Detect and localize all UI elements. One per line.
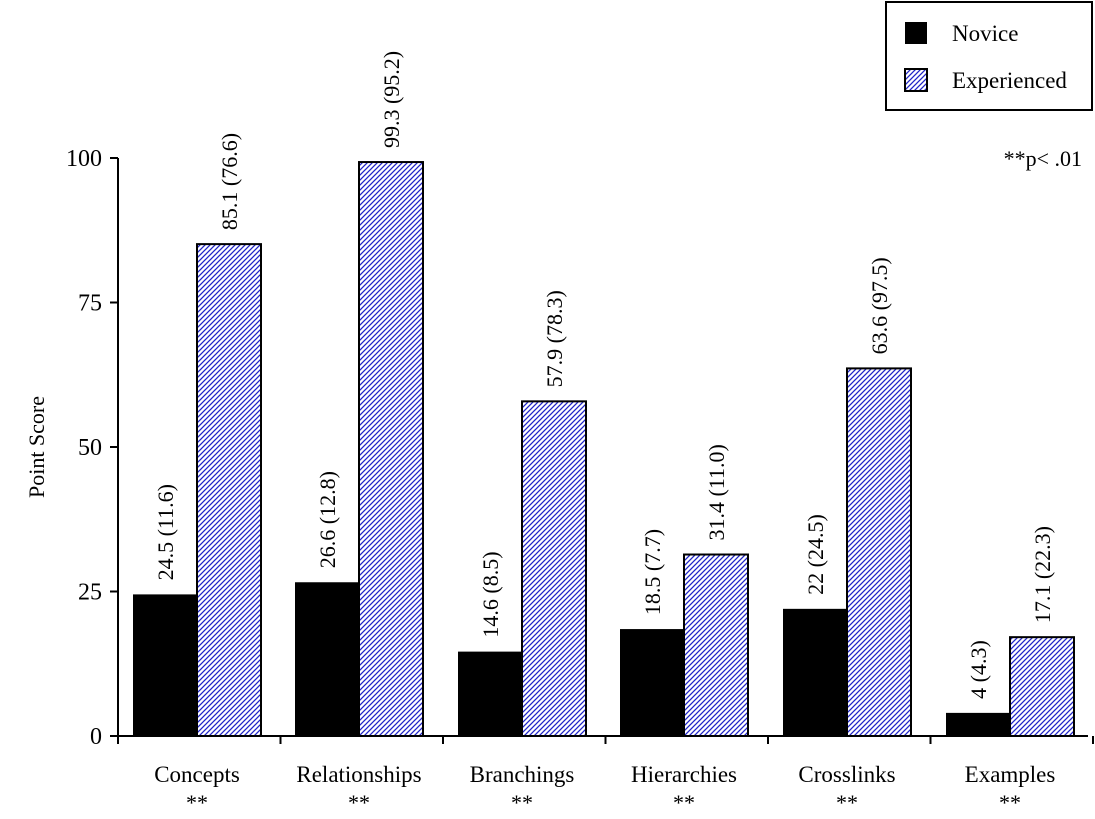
- bars: [133, 161, 1075, 737]
- novice-legend-swatch: [905, 22, 927, 44]
- significance-mark: **: [348, 790, 370, 814]
- y-tick-label: 25: [78, 580, 102, 606]
- axes: 0 25 50 75 100 Point Score **p< .01: [24, 146, 1094, 750]
- category-label: Examples: [965, 762, 1056, 787]
- data-label: 85.1 (76.6): [217, 133, 242, 230]
- novice-bar: [946, 712, 1010, 736]
- legend: Novice Experienced: [885, 1, 1093, 111]
- experienced-bar: [846, 367, 912, 737]
- novice-bar: [620, 629, 684, 736]
- data-label: 26.6 (12.8): [315, 471, 340, 568]
- novice-bar: [458, 651, 522, 736]
- data-label: 14.6 (8.5): [478, 551, 503, 637]
- significance-note: **p< .01: [1004, 146, 1082, 171]
- experienced-bar: [196, 243, 262, 737]
- data-label: 4 (4.3): [966, 640, 991, 699]
- legend-label: Experienced: [952, 68, 1067, 93]
- category-label: Hierarchies: [631, 762, 737, 787]
- category-labels: Concepts ** Relationships ** Branchings ** Hie…: [154, 762, 1056, 815]
- y-axis-title: Point Score: [24, 396, 49, 498]
- novice-bar: [783, 608, 847, 736]
- significance-mark: **: [999, 790, 1021, 814]
- experienced-bar: [683, 553, 749, 737]
- experienced-bar: [521, 400, 587, 737]
- y-tick-label: 0: [90, 724, 102, 750]
- significance-mark: **: [836, 790, 858, 814]
- novice-bar: [295, 582, 359, 736]
- experienced-bar: [1009, 636, 1075, 737]
- experienced-legend-swatch: [904, 68, 928, 92]
- data-label: 17.1 (22.3): [1030, 526, 1055, 623]
- experienced-bar: [358, 161, 424, 737]
- data-label: 31.4 (11.0): [704, 444, 729, 540]
- data-label: 99.3 (95.2): [379, 51, 404, 148]
- data-label: 63.6 (97.5): [867, 257, 892, 354]
- significance-mark: **: [186, 790, 208, 814]
- y-tick-label: 50: [78, 435, 102, 461]
- category-label: Branchings: [470, 762, 575, 787]
- y-tick-label: 100: [66, 146, 102, 172]
- significance-mark: **: [511, 790, 533, 814]
- data-label: 24.5 (11.6): [153, 484, 178, 580]
- data-label: 18.5 (7.7): [640, 529, 665, 615]
- category-label: Crosslinks: [798, 762, 895, 787]
- data-labels: 24.5 (11.6) 85.1 (76.6) 26.6 (12.8) 99.3 (9…: [153, 51, 1055, 699]
- data-label: 22 (24.5): [803, 514, 828, 595]
- legend-box: [885, 1, 1093, 111]
- data-label: 57.9 (78.3): [542, 290, 567, 387]
- novice-bar: [133, 594, 197, 736]
- significance-mark: **: [673, 790, 695, 814]
- y-tick-label: 75: [78, 291, 102, 317]
- category-label: Relationships: [296, 762, 421, 787]
- category-label: Concepts: [154, 762, 240, 787]
- legend-label: Novice: [952, 21, 1018, 46]
